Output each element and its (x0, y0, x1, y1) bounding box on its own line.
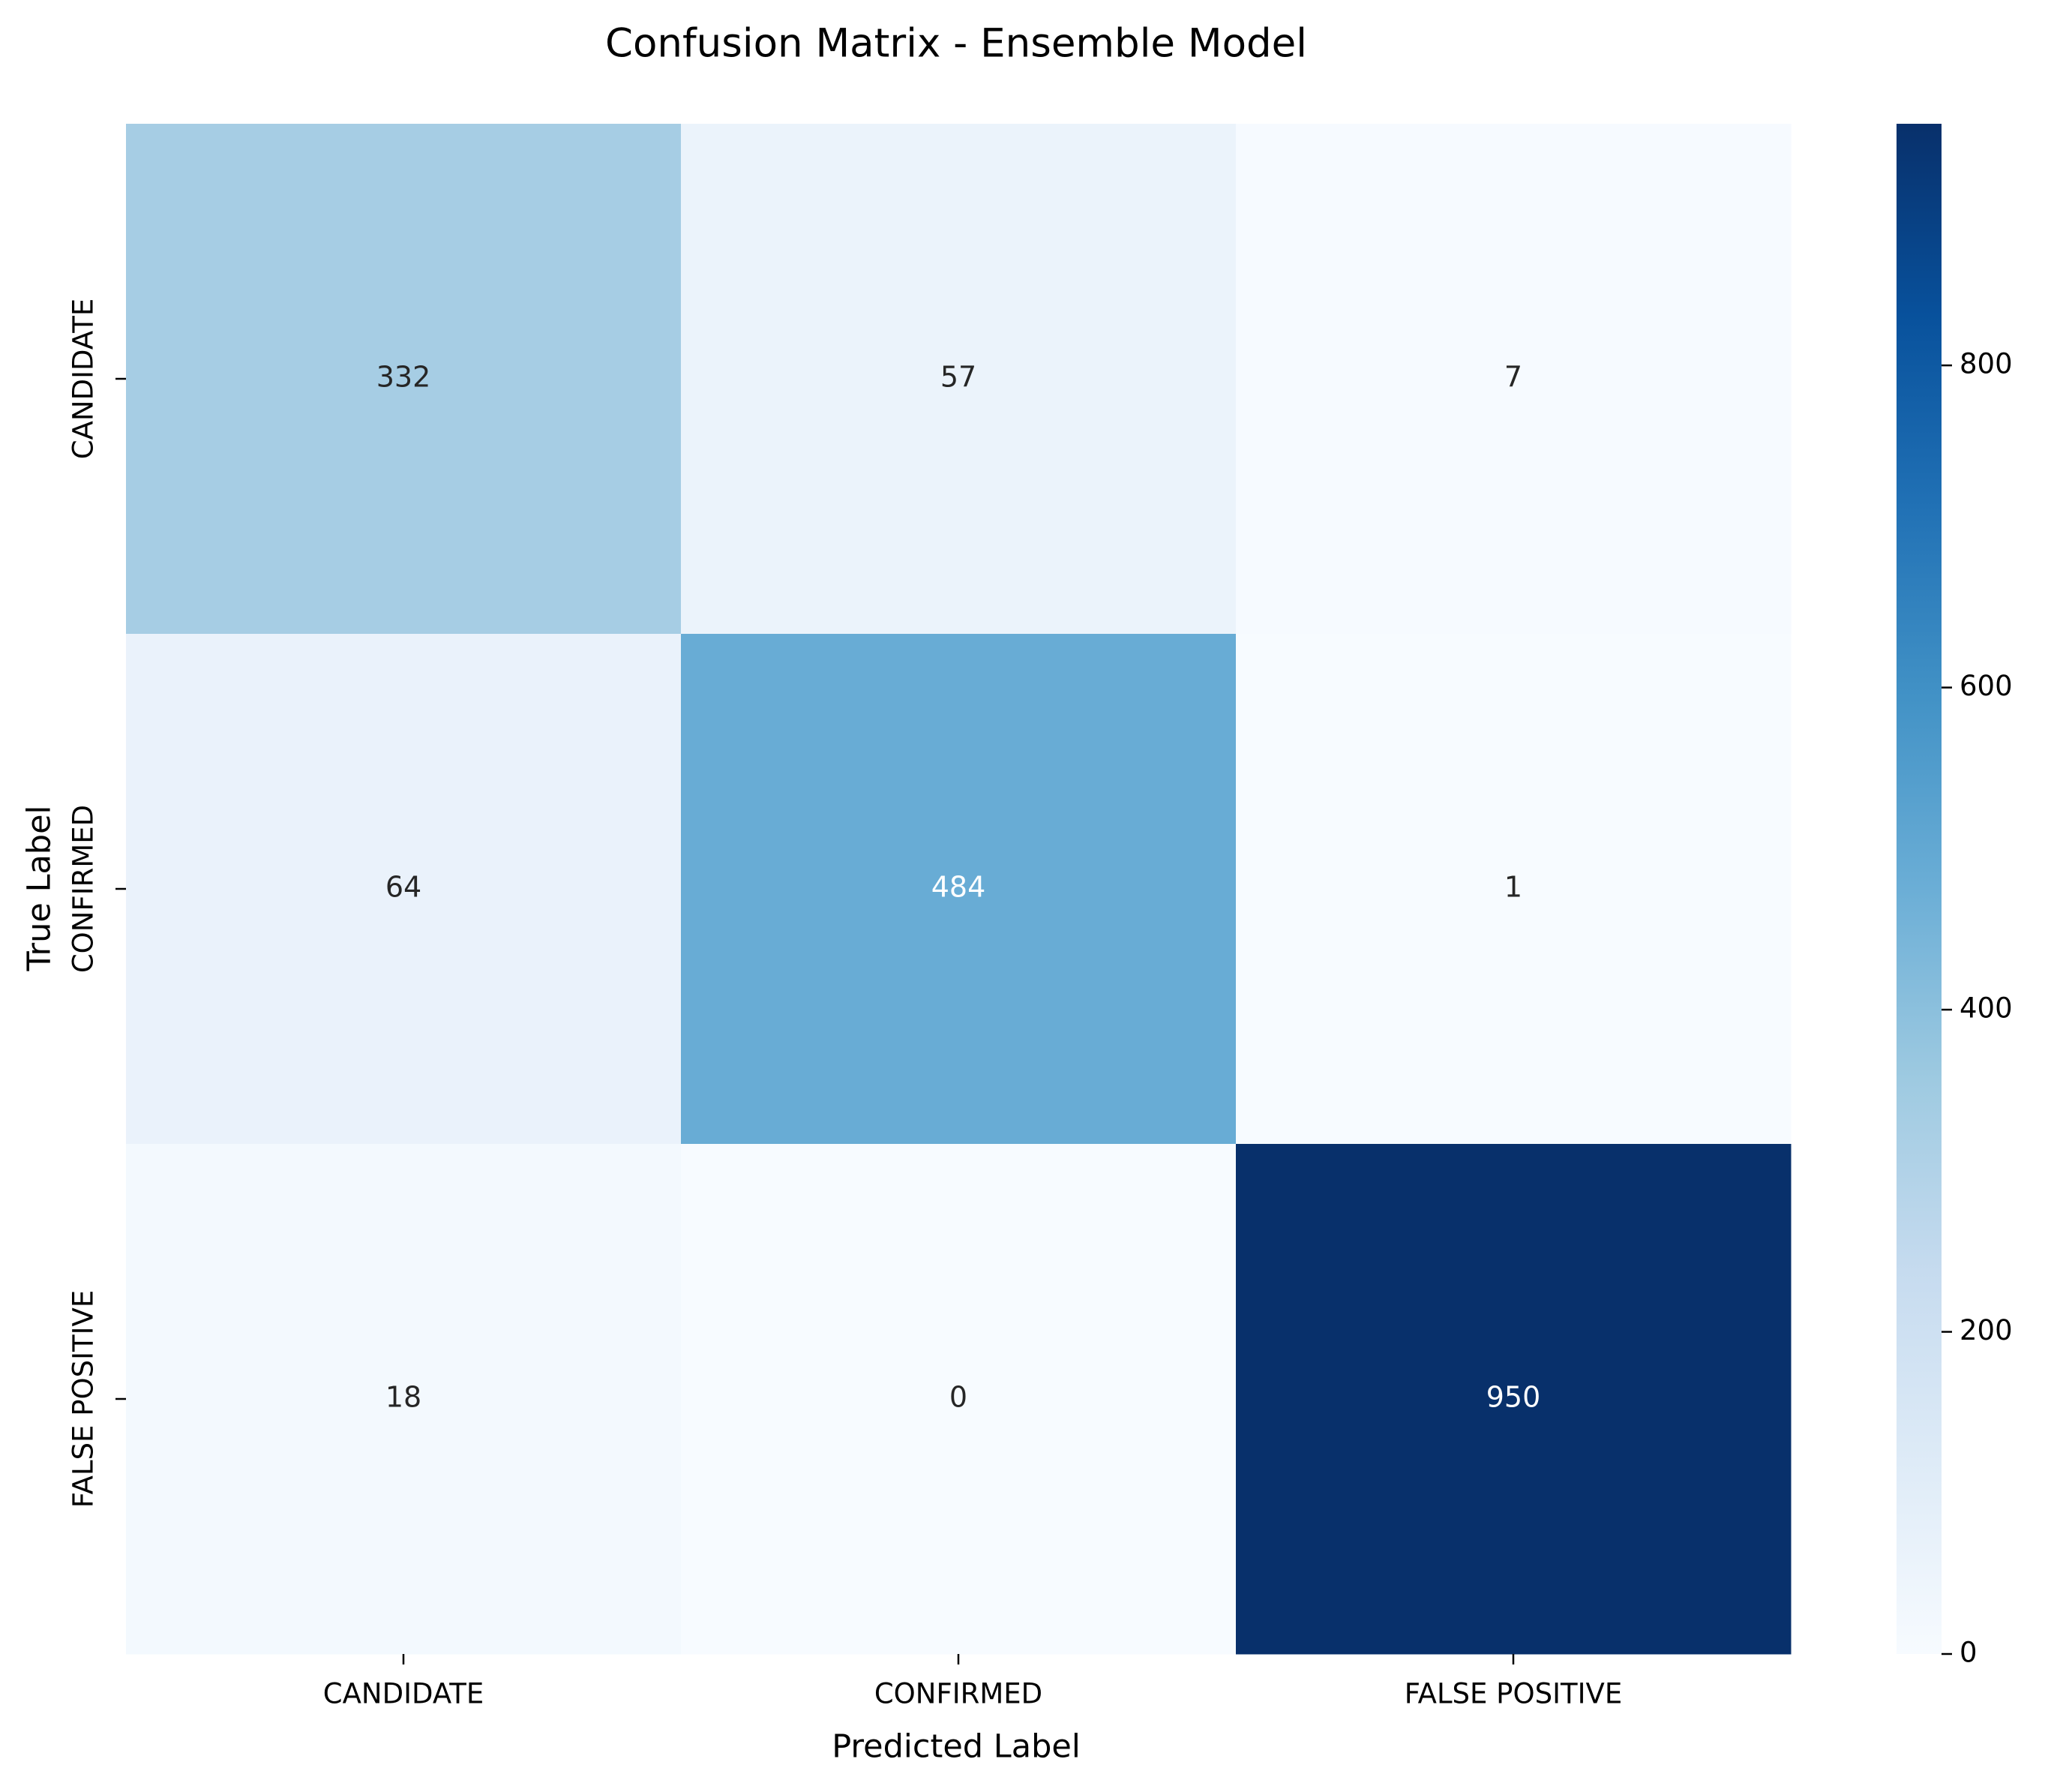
cell-annotations: 332 57 7 64 484 1 18 0 950 (376, 361, 1541, 1414)
cell-value-label: 484 (931, 871, 986, 904)
y-axis-label: True Label (21, 805, 58, 971)
cell-value-label: 57 (940, 361, 976, 394)
colorbar-tick-label: 200 (1960, 1314, 2013, 1346)
cell-value-label: 950 (1486, 1381, 1541, 1414)
cell-value-label: 64 (385, 871, 421, 904)
y-tick-label: CANDIDATE (67, 299, 100, 459)
heatmap-grid (126, 124, 1792, 1655)
x-tick-label: CANDIDATE (323, 1678, 484, 1710)
cell-value-label: 332 (376, 361, 431, 394)
colorbar-tick-label: 0 (1960, 1637, 1978, 1669)
colorbar-tick-label: 800 (1960, 348, 2013, 380)
colorbar: 0 200 400 600 800 (1897, 124, 2013, 1669)
x-axis-label: Predicted Label (832, 1728, 1081, 1766)
x-tick-label: FALSE POSITIVE (1405, 1678, 1622, 1710)
chart-title: Confusion Matrix - Ensemble Model (605, 21, 1307, 67)
cell-value-label: 1 (1504, 871, 1522, 904)
heatmap-cell (1236, 124, 1792, 635)
y-tick-label: CONFIRMED (67, 805, 100, 973)
heatmap-cell (681, 634, 1237, 1145)
heatmap-cell (681, 124, 1237, 635)
heatmap-cell (126, 124, 682, 635)
heatmap-cell (126, 634, 682, 1145)
heatmap-cell (126, 1144, 682, 1655)
y-axis: CANDIDATE CONFIRMED FALSE POSITIVE (67, 299, 126, 1508)
heatmap-cell (681, 1144, 1237, 1655)
cell-value-label: 18 (385, 1381, 421, 1414)
x-tick-label: CONFIRMED (874, 1678, 1042, 1710)
heatmap-cell (1236, 1144, 1792, 1655)
x-axis: CANDIDATE CONFIRMED FALSE POSITIVE (323, 1654, 1622, 1710)
cell-value-label: 7 (1504, 361, 1522, 394)
colorbar-tick-label: 600 (1960, 670, 2013, 702)
y-tick-label: FALSE POSITIVE (67, 1290, 100, 1508)
heatmap-cell (1236, 634, 1792, 1145)
colorbar-tick-label: 400 (1960, 992, 2013, 1025)
cell-value-label: 0 (949, 1381, 967, 1414)
colorbar-gradient (1897, 124, 1942, 1654)
